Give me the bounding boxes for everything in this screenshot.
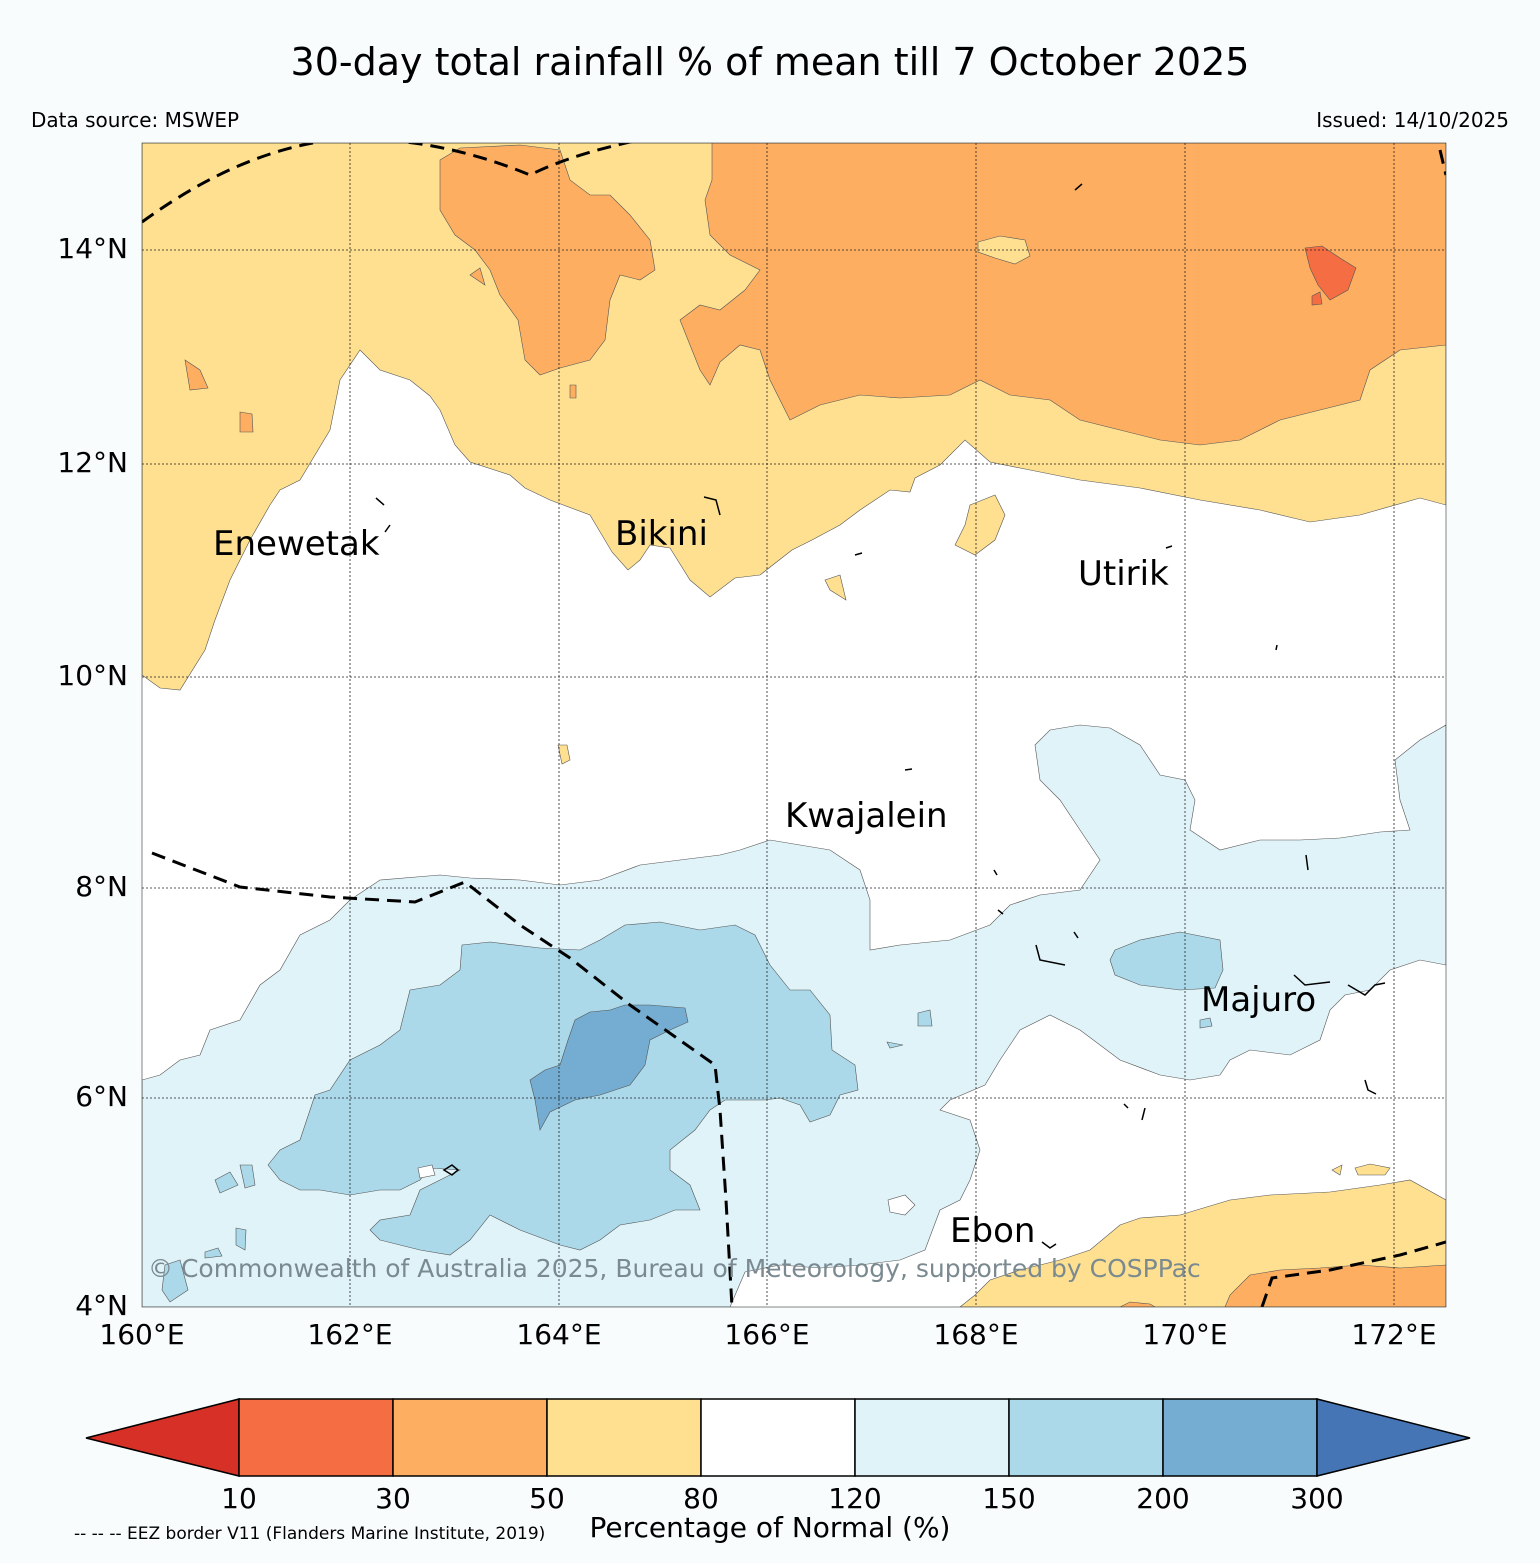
lon-label-162e: 162°E — [307, 1318, 393, 1351]
colorbar-swatch-30-50 — [392, 1398, 548, 1477]
region-30-50-north-east — [679, 143, 1446, 446]
map-frame — [141, 142, 1447, 1308]
eez-border-note: -- -- -- EEZ border V11 (Flanders Marine… — [74, 1524, 546, 1544]
lon-label-164e: 164°E — [516, 1318, 602, 1351]
lon-label-168e: 168°E — [933, 1318, 1019, 1351]
graticule — [142, 143, 1446, 1307]
lon-label-166e: 166°E — [724, 1318, 810, 1351]
lat-label-14n: 14°N — [57, 232, 128, 265]
lon-label-172e: 172°E — [1351, 1318, 1437, 1351]
colorbar-swatch-120-150 — [854, 1398, 1010, 1477]
colorbar-tick-150: 150 — [982, 1482, 1036, 1515]
place-label-majuro: Majuro — [1201, 980, 1317, 1020]
place-label-utirik: Utirik — [1078, 554, 1169, 594]
region-30-50-north-west — [439, 144, 656, 376]
lon-label-170e: 170°E — [1142, 1318, 1228, 1351]
colorbar-tick-80: 80 — [683, 1482, 719, 1515]
region-150-200-small — [161, 1009, 1213, 1303]
colorbar-tick-120: 120 — [828, 1482, 882, 1515]
place-label-kwajalein: Kwajalein — [785, 796, 948, 836]
colorbar-tick-300: 300 — [1290, 1482, 1344, 1515]
colorbar-swatch-50-80 — [546, 1398, 702, 1477]
map-title: 30-day total rainfall % of mean till 7 O… — [290, 40, 1250, 84]
colorbar-label: Percentage of Normal (%) — [589, 1511, 951, 1544]
lat-label-10n: 10°N — [57, 659, 128, 692]
colorbar-tick-30: 30 — [375, 1482, 411, 1515]
region-200-300-core — [529, 1004, 689, 1131]
region-30-50-small — [184, 267, 577, 433]
colorbar-swatch-10-30 — [238, 1398, 394, 1477]
lat-label-4n: 4°N — [75, 1289, 128, 1322]
colorbar-extend-low — [85, 1398, 240, 1477]
colorbar-swatch-150-200 — [1008, 1398, 1164, 1477]
colorbar — [85, 1398, 1471, 1477]
atoll-outlines — [375, 183, 1386, 1249]
place-label-ebon: Ebon — [950, 1211, 1036, 1251]
colorbar-tick-200: 200 — [1136, 1482, 1190, 1515]
place-label-enewetak: Enewetak — [213, 524, 380, 564]
colorbar-swatch-80-120 — [700, 1398, 856, 1477]
region-50-80-pocket — [557, 494, 1006, 765]
lat-label-12n: 12°N — [57, 446, 128, 479]
issued-date-label: Issued: 14/10/2025 — [1316, 108, 1509, 132]
data-source-label: Data source: MSWEP — [31, 108, 240, 132]
region-80-120-hole — [417, 1164, 916, 1216]
colorbar-tick-50: 50 — [529, 1482, 565, 1515]
colorbar-swatch-200-300 — [1162, 1398, 1318, 1477]
copyright-notice: © Commonwealth of Australia 2025, Bureau… — [148, 1254, 1201, 1283]
colorbar-extend-high — [1316, 1398, 1471, 1477]
colorbar-tick-10: 10 — [221, 1482, 257, 1515]
lat-label-6n: 6°N — [75, 1080, 128, 1113]
place-label-bikini: Bikini — [615, 514, 708, 554]
lon-label-160e: 160°E — [99, 1318, 185, 1351]
lat-label-8n: 8°N — [75, 870, 128, 903]
region-150-200-east — [1109, 931, 1224, 991]
eez-border — [142, 143, 1446, 1307]
